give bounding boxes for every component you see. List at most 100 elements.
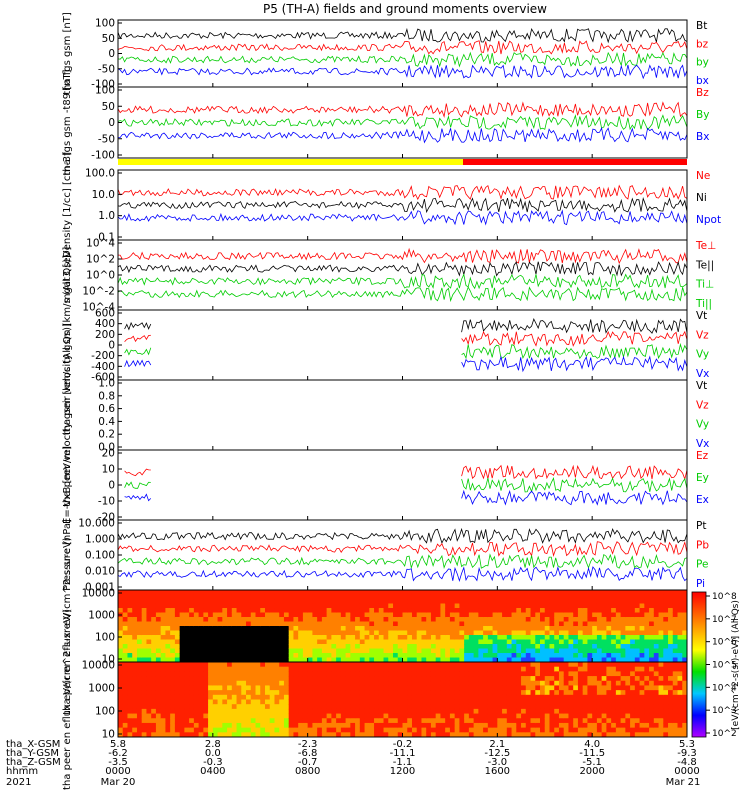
- heatmap-cell: [639, 639, 645, 645]
- heatmap-cell: [279, 603, 285, 609]
- heatmap-cell: [639, 722, 645, 729]
- heatmap-cell: [573, 685, 579, 691]
- heatmap-cell: [468, 708, 475, 715]
- heatmap-cell: [677, 676, 683, 682]
- heatmap-cell: [274, 657, 280, 663]
- heatmap-cell: [241, 653, 247, 658]
- heatmap-cell: [369, 630, 375, 636]
- heatmap-cell: [350, 690, 356, 696]
- heatmap-cell: [331, 648, 337, 654]
- heatmap-cell: [122, 662, 128, 668]
- heatmap-cell: [421, 599, 427, 604]
- heatmap-cell: [620, 594, 626, 600]
- heatmap-cell: [530, 608, 536, 613]
- heatmap-cell: [359, 713, 366, 719]
- heatmap-cell: [615, 621, 622, 627]
- heatmap-cell: [540, 635, 546, 640]
- heatmap-cell: [478, 644, 484, 649]
- heatmap-cell: [459, 612, 465, 618]
- heatmap-cell: [122, 708, 128, 715]
- heatmap-cell: [374, 685, 380, 691]
- heatmap-cell: [160, 635, 166, 640]
- heatmap-cell: [198, 722, 204, 729]
- heatmap-cell: [298, 639, 304, 645]
- colorbar-gradient: [691, 591, 707, 738]
- heatmap-cell: [179, 603, 185, 609]
- heatmap-cell: [359, 676, 366, 682]
- heatmap-cell: [682, 708, 688, 715]
- heatmap-cell: [236, 685, 242, 691]
- heatmap-cell: [445, 590, 451, 595]
- heatmap-cell: [454, 612, 460, 618]
- heatmap-cell: [535, 685, 541, 691]
- heatmap-cell: [601, 635, 607, 640]
- heatmap-cell: [127, 704, 133, 710]
- heatmap-cell: [155, 621, 162, 627]
- heatmap-cell: [530, 644, 536, 649]
- heatmap-cell: [606, 639, 612, 645]
- heatmap-cell: [378, 653, 385, 658]
- heatmap-cell: [421, 608, 427, 613]
- legend-item-by: by: [696, 57, 709, 69]
- heatmap-cell: [426, 635, 432, 640]
- heatmap-cell: [397, 722, 403, 729]
- heatmap-cell: [502, 639, 508, 645]
- heatmap-cell: [174, 630, 181, 636]
- heatmap-cell: [682, 676, 688, 682]
- heatmap-cell: [374, 621, 380, 627]
- heatmap-cell: [231, 666, 238, 672]
- heatmap-cell: [492, 704, 498, 710]
- heatmap-cell: [241, 713, 247, 719]
- heatmap-cell: [208, 727, 214, 733]
- heatmap-cell: [165, 671, 171, 677]
- heatmap-cell: [440, 676, 446, 682]
- heatmap-cell: [374, 603, 380, 609]
- heatmap-cell: [573, 626, 579, 631]
- heatmap-cell: [250, 621, 257, 627]
- heatmap-cell: [170, 722, 176, 729]
- heatmap-cell: [611, 732, 617, 738]
- heatmap-cell: [426, 662, 432, 668]
- heatmap-cell: [293, 590, 299, 595]
- heatmap-cell: [454, 635, 460, 640]
- heatmap-cell: [241, 612, 247, 618]
- series-line-Te||: [117, 261, 688, 277]
- heatmap-cell: [393, 648, 399, 654]
- heatmap-cell: [193, 694, 200, 700]
- heatmap-cell: [345, 722, 351, 729]
- heatmap-cell: [459, 617, 465, 622]
- heatmap-cell: [544, 648, 550, 654]
- heatmap-cell: [136, 662, 143, 668]
- heatmap-cell: [118, 680, 124, 686]
- heatmap-cell: [630, 704, 636, 710]
- heatmap-cell: [179, 690, 185, 696]
- heatmap-cell: [151, 621, 157, 627]
- heatmap-cell: [668, 718, 674, 724]
- heatmap-cell: [118, 704, 124, 710]
- heatmap-cell: [250, 635, 257, 640]
- heatmap-cell: [184, 671, 190, 677]
- heatmap-cell: [326, 644, 332, 649]
- heatmap-cell: [174, 608, 181, 613]
- heatmap-cell: [540, 680, 546, 686]
- heatmap-cell: [355, 612, 361, 618]
- heatmap-cell: [663, 639, 669, 645]
- y-tick-label: 0: [108, 340, 115, 352]
- heatmap-cell: [672, 694, 679, 700]
- heatmap-cell: [549, 727, 555, 733]
- heatmap-cell: [118, 713, 124, 719]
- heatmap-cell: [582, 699, 588, 705]
- heatmap-cell: [464, 690, 470, 696]
- heatmap-cell: [350, 727, 356, 733]
- heatmap-cell: [345, 639, 351, 645]
- heatmap-cell: [682, 727, 688, 733]
- heatmap-cell: [615, 704, 622, 710]
- heatmap-cell: [639, 690, 645, 696]
- heatmap-cell: [592, 657, 598, 663]
- heatmap-cell: [454, 690, 460, 696]
- heatmap-cell: [426, 722, 432, 729]
- heatmap-cell: [288, 617, 294, 622]
- heatmap-cell: [668, 694, 674, 700]
- heatmap-cell: [649, 635, 655, 640]
